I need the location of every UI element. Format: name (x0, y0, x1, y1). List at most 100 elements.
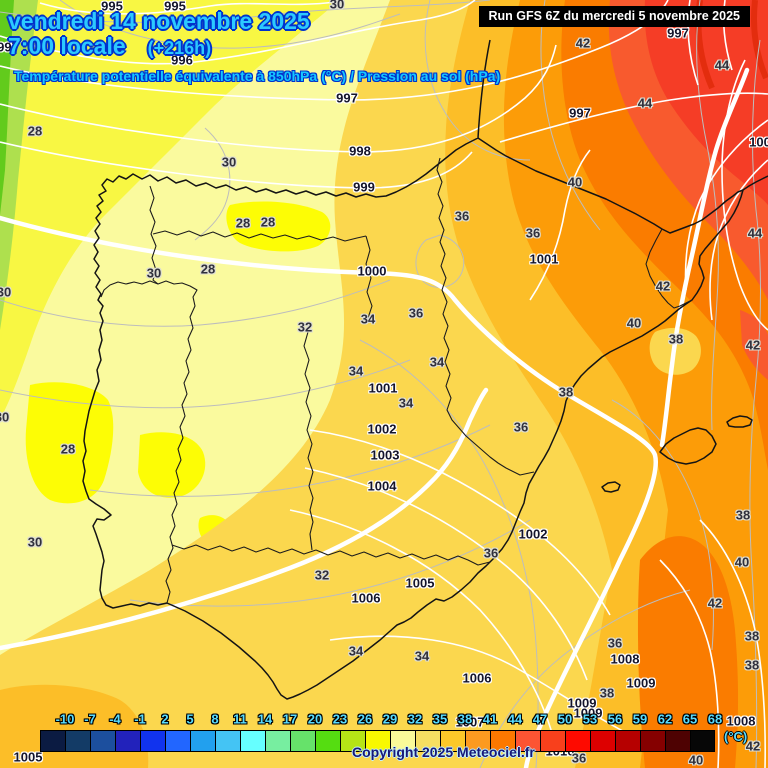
coastline (82, 39, 768, 700)
temperature-label: 40 (567, 174, 583, 190)
scale-cell (515, 730, 540, 752)
pressure-label: 100 (749, 134, 768, 150)
temperature-label: 32 (314, 567, 330, 583)
map-title: Température potentielle équivalente à 85… (14, 68, 501, 84)
pressure-label: 995 (101, 0, 123, 14)
scale-tick: 62 (657, 711, 673, 727)
scale-cell (340, 730, 365, 752)
scale-cell (140, 730, 165, 752)
scale-cell (465, 730, 490, 752)
temperature-label: 36 (607, 635, 623, 651)
band-red-orange (740, 310, 768, 380)
scale-cell (665, 730, 690, 752)
time-line: 7:00 locale (+216h) (8, 33, 211, 60)
temperature-label: 34 (348, 363, 364, 379)
pressure-label: 999 (353, 179, 375, 195)
scale-tick: 32 (407, 711, 423, 727)
color-scale-bar (40, 730, 715, 752)
scale-cell (315, 730, 340, 752)
pressure-label: 997 (336, 90, 358, 106)
temperature-label: 28 (200, 261, 216, 277)
scale-cell (590, 730, 615, 752)
scale-cell (540, 730, 565, 752)
temperature-label: 36 (454, 208, 470, 224)
scale-tick: 68 (707, 711, 723, 727)
temperature-label: 30 (221, 154, 237, 170)
scale-cell (90, 730, 115, 752)
temperature-label: 38 (744, 628, 760, 644)
scale-tick: -7 (84, 711, 96, 727)
scale-cell (40, 730, 65, 752)
temperature-label: 42 (575, 35, 591, 51)
temperature-label: 28 (260, 214, 276, 230)
temperature-label: 42 (745, 337, 761, 353)
pressure-label: 1009 (567, 695, 597, 711)
pressure-label: 1009 (573, 705, 603, 721)
band-bright-yellow (226, 201, 331, 252)
pressure-label: 997 (667, 25, 689, 41)
temperature-label: 44 (637, 95, 653, 111)
pressure-label: 1009 (626, 675, 656, 691)
pressure-label: 997 (569, 105, 591, 121)
temperature-label: 36 (483, 545, 499, 561)
band-yellow (0, 0, 340, 420)
temperature-label: 32 (297, 319, 313, 335)
scale-unit-label: (°C) (724, 729, 748, 744)
scale-cell (640, 730, 665, 752)
scale-cell (390, 730, 415, 752)
scale-tick: 2 (161, 711, 169, 727)
pressure-label: 1002 (518, 526, 548, 542)
time-text: 7:00 locale (8, 33, 126, 59)
scale-cell (115, 730, 140, 752)
temperature-label: 40 (734, 554, 750, 570)
scale-tick: 65 (682, 711, 698, 727)
scale-tick: -1 (134, 711, 146, 727)
scale-cell (365, 730, 390, 752)
temperature-label: 34 (429, 354, 445, 370)
scale-tick: 14 (257, 711, 273, 727)
scale-tick: 11 (233, 711, 247, 727)
scale-cell (240, 730, 265, 752)
pressure-label: 1003 (370, 447, 400, 463)
pressure-label: 997 (0, 39, 19, 55)
scale-tick: 8 (211, 711, 219, 727)
pressure-label: 1001 (368, 380, 398, 396)
scale-tick: 29 (382, 711, 398, 727)
scale-tick: 41 (482, 711, 498, 727)
temperature-label: 30 (0, 409, 10, 425)
scale-tick: -10 (55, 711, 75, 727)
scale-tick: 35 (432, 711, 448, 727)
temperature-label: 36 (513, 419, 529, 435)
temperature-label: 42 (707, 595, 723, 611)
scale-tick: 47 (532, 711, 548, 727)
pressure-label: 1000 (357, 263, 387, 279)
scale-tick: 5 (186, 711, 194, 727)
scale-cell (690, 730, 715, 752)
band-red (644, 0, 768, 205)
forecast-offset: (+216h) (147, 38, 212, 58)
pressure-label: 1005 (405, 575, 435, 591)
scale-tick: 26 (357, 711, 373, 727)
scale-cell (165, 730, 190, 752)
temperature-label: 42 (655, 278, 671, 294)
pressure-label: 1008 (610, 651, 640, 667)
pressure-label: 1006 (462, 670, 492, 686)
temperature-label: 38 (744, 657, 760, 673)
temperature-label: 28 (235, 215, 251, 231)
temperature-label: 30 (329, 0, 345, 12)
temperature-label: 38 (735, 507, 751, 523)
temperature-label: 38 (668, 331, 684, 347)
scale-cell (65, 730, 90, 752)
scale-tick: 23 (332, 711, 348, 727)
band-bright-yellow (25, 382, 114, 504)
pressure-label: 995 (164, 0, 186, 14)
temperature-label: 36 (525, 225, 541, 241)
temperature-label: 38 (558, 384, 574, 400)
temperature-label: 28 (60, 441, 76, 457)
run-info-box: Run GFS 6Z du mercredi 5 novembre 2025 (478, 6, 750, 27)
temperature-label: 44 (714, 57, 730, 73)
band-green-dark (0, 0, 14, 215)
temperature-label: 34 (348, 643, 364, 659)
